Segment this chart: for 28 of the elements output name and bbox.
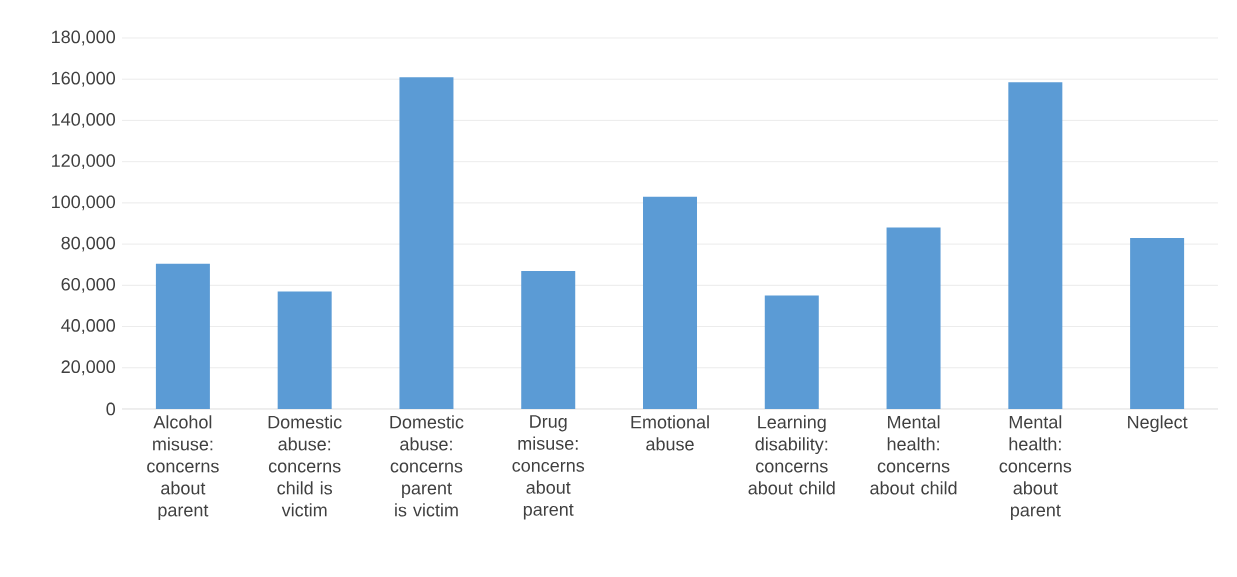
bar [399, 77, 454, 409]
y-tick-label: 140,000 [52, 113, 116, 128]
bar [1008, 82, 1063, 409]
x-tick-label: Drug misuse: concerns about parent [512, 415, 585, 520]
y-tick-label: 60,000 [61, 277, 116, 293]
x-tick-label: Mental health: concerns about child [870, 415, 957, 495]
bar [1130, 237, 1185, 409]
bar [764, 295, 819, 409]
y-tick-label: 120,000 [52, 154, 116, 170]
y-tick-label: 0 [106, 402, 116, 416]
x-tick-label: Domestic abuse: concerns child is victim [268, 415, 342, 517]
y-tick-label: 160,000 [52, 71, 116, 87]
y-tick-label: 20,000 [61, 360, 116, 376]
x-tick-label: Emotional abuse [631, 415, 709, 451]
y-tick-label: 180,000 [52, 30, 116, 46]
x-tick-label: Alcohol misuse: concerns about parent [147, 415, 219, 521]
bar [277, 291, 332, 409]
x-tick-label: Mental health: concerns about parent [999, 415, 1072, 521]
bar [643, 196, 698, 409]
bar [521, 270, 576, 409]
y-tick-label: 100,000 [52, 195, 116, 211]
y-tick-label: 80,000 [61, 236, 116, 252]
x-tick-label: Neglect [1128, 415, 1188, 433]
y-tick-label: 40,000 [61, 319, 116, 334]
bar [155, 263, 210, 409]
bar [886, 227, 941, 409]
x-tick-label: Learning disability: concerns about child [748, 415, 835, 495]
x-tick-label: Domestic abuse: concerns parent is victim [390, 415, 464, 517]
